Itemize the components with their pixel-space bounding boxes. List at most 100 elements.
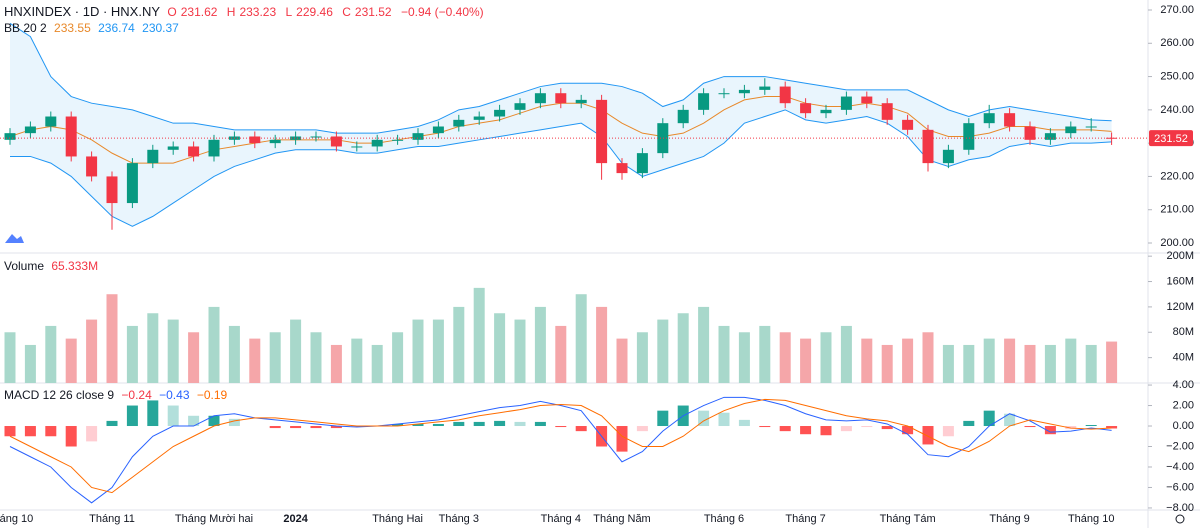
macd-line [9, 396, 1112, 504]
volume-bar [310, 332, 322, 383]
candle-body [575, 99, 587, 104]
volume-bar [759, 325, 771, 383]
candle-body [4, 133, 16, 140]
candle-body [290, 136, 302, 140]
volume-bar [738, 332, 750, 383]
candle-body [65, 116, 77, 157]
y-tick-label: 200.00 [1160, 237, 1194, 249]
last-price-label: 231.52 [1154, 133, 1188, 145]
y-tick-label: −4.00 [1166, 461, 1194, 473]
y-tick-label: −6.00 [1166, 481, 1194, 493]
macd-histogram-bar [555, 426, 567, 428]
settings-icon [1175, 514, 1185, 524]
candle-body [1085, 126, 1097, 128]
candle-body [983, 113, 995, 124]
x-tick-label: Tháng Năm [593, 513, 650, 525]
macd-histogram-bar [698, 410, 710, 427]
candle-body [45, 116, 57, 127]
macd-hist-value: −0.24 [121, 388, 152, 402]
candle-body [534, 93, 546, 104]
ohlc-value: 233.23 [239, 5, 277, 19]
candle-body [412, 133, 424, 140]
candle-body [555, 93, 567, 104]
macd-histogram-bar [1106, 426, 1118, 429]
candle-body [330, 136, 342, 147]
y-tick-label: 260.00 [1160, 37, 1194, 49]
macd-histogram-bar [800, 426, 812, 435]
volume-bar [371, 344, 383, 383]
candle-body [942, 149, 954, 164]
volume-bar [636, 332, 648, 383]
volume-bar [351, 338, 363, 383]
candle-body [371, 139, 383, 147]
volume-bar [657, 319, 669, 383]
candle-body [616, 163, 628, 174]
macd-histogram-bar [1085, 424, 1097, 427]
x-tick-label: Tháng Hai [372, 513, 423, 525]
macd-histogram-bar [636, 426, 648, 432]
macd-histogram-bar [269, 426, 281, 429]
y-tick-label: 220.00 [1160, 170, 1194, 182]
candle-body [1024, 126, 1036, 140]
macd-histogram-bar [657, 410, 669, 427]
volume-bar [963, 344, 975, 383]
macd-histogram-bar [861, 426, 873, 428]
macd-histogram-bar [738, 419, 750, 427]
candle-body [147, 149, 159, 164]
macd-histogram-bar [412, 423, 424, 427]
macd-histogram-bar [351, 426, 363, 428]
macd-histogram-bar [126, 405, 138, 427]
volume-bar [1106, 341, 1118, 383]
last-price-badge [1149, 130, 1193, 147]
volume-bar [432, 319, 444, 383]
macd-histogram-bar [494, 420, 506, 427]
macd-histogram-bar [514, 421, 526, 427]
macd-histogram-bar [840, 426, 852, 432]
bb-mid-value: 233.55 [54, 21, 91, 35]
volume-bar [942, 344, 954, 383]
candle-body [453, 119, 465, 127]
macd-signal-value: −0.19 [196, 388, 228, 402]
volume-bar [4, 332, 16, 383]
x-tick-label: Tháng Mười hai [175, 513, 253, 525]
macd-histogram-bar [942, 426, 954, 437]
y-tick-label: 270.00 [1160, 4, 1194, 16]
candle-body [1106, 137, 1118, 139]
y-tick-label: 210.00 [1160, 204, 1194, 216]
volume-bar [514, 319, 526, 383]
macd-value: −0.43 [159, 388, 190, 402]
macd-title: MACD 12 26 close 9 [4, 388, 115, 402]
candle-body [310, 136, 322, 138]
macd-histogram-bar [718, 412, 730, 427]
volume-bar [616, 338, 628, 383]
macd-histogram-bar [922, 426, 934, 445]
candle-body [106, 176, 118, 204]
candle-body [636, 153, 648, 174]
volume-bar [718, 325, 730, 383]
volume-bar [86, 319, 98, 383]
volume-bar [290, 319, 302, 383]
candle-body [881, 103, 893, 120]
macd-histogram-bar [167, 405, 179, 427]
macd-histogram-bar [534, 421, 546, 427]
volume-bar [188, 332, 200, 383]
macd-histogram-bar [4, 426, 16, 437]
y-tick-label: 250.00 [1160, 70, 1194, 82]
candle-body [1044, 133, 1056, 140]
volume-bar [820, 332, 832, 383]
candle-body [24, 126, 36, 134]
volume-bar [534, 306, 546, 383]
volume-bar [596, 306, 608, 383]
candle-body [392, 139, 404, 141]
ohlc-prefix: L [285, 5, 293, 19]
ohlc-prefix: C [342, 5, 351, 19]
volume-bar [208, 306, 220, 383]
macd-histogram-bar [1004, 413, 1016, 427]
y-tick-label: 80M [1173, 326, 1194, 338]
macd-histogram-bar [310, 426, 322, 429]
ohlc-value: 231.52 [354, 5, 392, 19]
macd-histogram-bar [779, 426, 791, 432]
volume-bar [473, 287, 485, 383]
volume-bar [412, 319, 424, 383]
bb-legend: BB 20 2 233.55 236.74 230.37 [4, 21, 183, 35]
